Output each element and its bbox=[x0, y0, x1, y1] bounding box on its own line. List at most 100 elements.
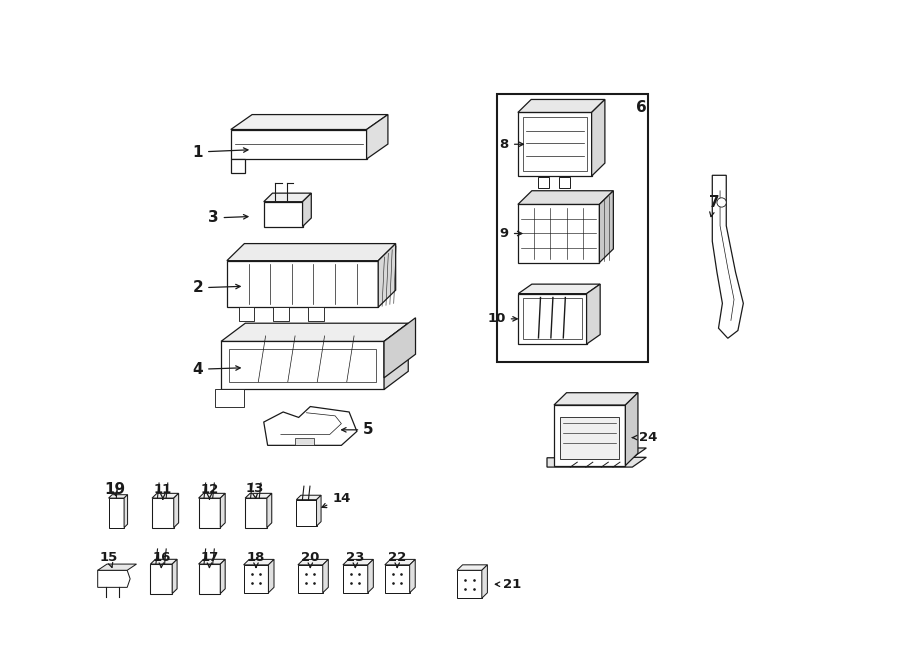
Polygon shape bbox=[220, 493, 225, 527]
Polygon shape bbox=[267, 493, 272, 527]
Polygon shape bbox=[560, 416, 619, 459]
Polygon shape bbox=[317, 495, 321, 526]
Polygon shape bbox=[384, 323, 409, 389]
Polygon shape bbox=[215, 389, 245, 407]
Polygon shape bbox=[174, 493, 178, 527]
Polygon shape bbox=[366, 114, 388, 159]
Polygon shape bbox=[227, 260, 378, 307]
Polygon shape bbox=[457, 570, 482, 598]
Polygon shape bbox=[152, 493, 178, 498]
Polygon shape bbox=[378, 244, 396, 307]
Text: 7: 7 bbox=[708, 195, 719, 217]
Polygon shape bbox=[302, 193, 311, 227]
Polygon shape bbox=[599, 191, 614, 262]
Polygon shape bbox=[274, 307, 289, 321]
Polygon shape bbox=[343, 559, 373, 565]
Polygon shape bbox=[109, 498, 124, 527]
Polygon shape bbox=[518, 293, 587, 344]
Text: 13: 13 bbox=[246, 481, 264, 498]
Text: 14: 14 bbox=[322, 492, 350, 508]
Polygon shape bbox=[230, 159, 245, 173]
Polygon shape bbox=[238, 307, 254, 321]
Text: 15: 15 bbox=[99, 551, 118, 567]
Polygon shape bbox=[264, 193, 311, 202]
Polygon shape bbox=[518, 284, 600, 293]
Polygon shape bbox=[199, 564, 220, 594]
Polygon shape bbox=[295, 438, 314, 446]
Polygon shape bbox=[172, 559, 177, 594]
Polygon shape bbox=[482, 565, 488, 598]
Polygon shape bbox=[385, 559, 415, 565]
Polygon shape bbox=[124, 494, 128, 527]
Text: 11: 11 bbox=[154, 483, 172, 499]
Polygon shape bbox=[554, 405, 626, 465]
Polygon shape bbox=[298, 559, 328, 565]
Polygon shape bbox=[712, 175, 743, 338]
Polygon shape bbox=[547, 448, 646, 467]
Polygon shape bbox=[199, 493, 225, 498]
Text: 9: 9 bbox=[500, 227, 522, 240]
Text: 5: 5 bbox=[342, 422, 374, 438]
Bar bbox=[497, 94, 648, 362]
Polygon shape bbox=[244, 559, 274, 565]
Polygon shape bbox=[384, 318, 416, 378]
Polygon shape bbox=[410, 559, 415, 593]
Polygon shape bbox=[199, 559, 225, 564]
Polygon shape bbox=[296, 495, 321, 500]
Polygon shape bbox=[298, 565, 323, 593]
Polygon shape bbox=[518, 204, 599, 262]
Polygon shape bbox=[626, 393, 638, 465]
Polygon shape bbox=[221, 341, 384, 389]
Polygon shape bbox=[245, 498, 267, 527]
Polygon shape bbox=[230, 114, 388, 130]
Polygon shape bbox=[245, 493, 272, 498]
Text: 22: 22 bbox=[388, 551, 407, 567]
Text: 19: 19 bbox=[104, 482, 125, 497]
Text: 3: 3 bbox=[208, 210, 248, 225]
Polygon shape bbox=[221, 323, 409, 341]
Polygon shape bbox=[457, 565, 488, 570]
Polygon shape bbox=[309, 307, 324, 321]
Polygon shape bbox=[343, 565, 368, 593]
Text: 6: 6 bbox=[636, 100, 647, 115]
Text: 12: 12 bbox=[201, 483, 219, 499]
Text: 2: 2 bbox=[193, 280, 240, 295]
Circle shape bbox=[717, 198, 726, 207]
Text: 17: 17 bbox=[201, 551, 219, 567]
Polygon shape bbox=[368, 559, 373, 593]
Text: 23: 23 bbox=[346, 551, 364, 567]
Text: 16: 16 bbox=[152, 551, 170, 567]
Polygon shape bbox=[98, 570, 130, 588]
Polygon shape bbox=[518, 112, 591, 176]
Polygon shape bbox=[559, 177, 570, 188]
Polygon shape bbox=[587, 284, 600, 344]
Polygon shape bbox=[268, 559, 274, 593]
Polygon shape bbox=[150, 564, 172, 594]
Polygon shape bbox=[591, 99, 605, 176]
Polygon shape bbox=[323, 559, 328, 593]
Polygon shape bbox=[296, 500, 317, 526]
Polygon shape bbox=[518, 99, 605, 112]
Polygon shape bbox=[518, 191, 614, 204]
Polygon shape bbox=[264, 407, 357, 446]
Polygon shape bbox=[150, 559, 177, 564]
Polygon shape bbox=[537, 177, 549, 188]
Polygon shape bbox=[554, 393, 638, 405]
Text: 20: 20 bbox=[302, 551, 319, 567]
Text: 1: 1 bbox=[193, 145, 248, 159]
Text: 4: 4 bbox=[193, 362, 240, 377]
Text: 8: 8 bbox=[500, 137, 524, 151]
Text: 24: 24 bbox=[633, 431, 657, 444]
Polygon shape bbox=[230, 130, 366, 159]
Polygon shape bbox=[264, 202, 302, 227]
Text: 21: 21 bbox=[495, 578, 521, 591]
Polygon shape bbox=[220, 559, 225, 594]
Text: 10: 10 bbox=[488, 313, 517, 325]
Text: 18: 18 bbox=[247, 551, 266, 567]
Polygon shape bbox=[385, 565, 410, 593]
Polygon shape bbox=[152, 498, 174, 527]
Polygon shape bbox=[199, 498, 220, 527]
Polygon shape bbox=[98, 564, 137, 570]
Polygon shape bbox=[227, 244, 396, 260]
Polygon shape bbox=[109, 494, 128, 498]
